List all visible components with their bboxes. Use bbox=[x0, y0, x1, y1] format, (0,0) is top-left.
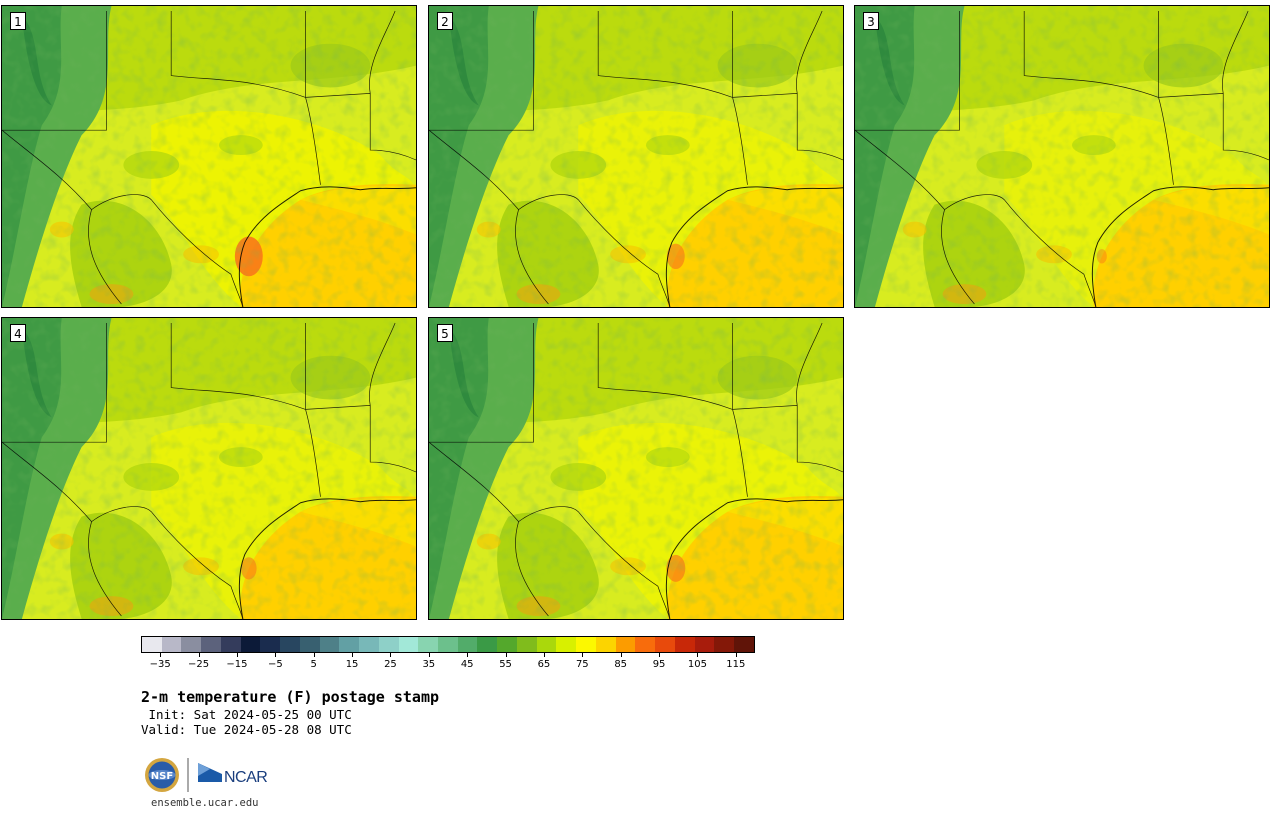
temperature-colorbar bbox=[141, 636, 755, 653]
colorbar-swatch bbox=[319, 637, 340, 652]
member-label: 4 bbox=[10, 324, 26, 342]
colorbar-tick bbox=[428, 653, 430, 657]
colorbar-tick-label: 95 bbox=[652, 659, 666, 670]
colorbar-swatch bbox=[714, 637, 735, 652]
colorbar-swatch bbox=[240, 637, 261, 652]
postage-stamp-map-3: 3 bbox=[854, 5, 1270, 308]
colorbar-tick bbox=[236, 653, 238, 657]
colorbar-tick-label: 55 bbox=[499, 659, 512, 670]
colorbar-tick-label: 105 bbox=[687, 659, 707, 670]
colorbar-tick-label: −25 bbox=[188, 659, 210, 670]
colorbar-tick bbox=[659, 653, 661, 657]
colorbar-swatch bbox=[142, 637, 162, 652]
ncar-logo-icon: NCAR bbox=[198, 763, 268, 786]
colorbar-tick-label: 75 bbox=[575, 659, 589, 670]
colorbar-swatch bbox=[674, 637, 695, 652]
colorbar-swatch bbox=[161, 637, 182, 652]
site-url: ensemble.ucar.edu bbox=[151, 797, 259, 809]
colorbar-swatch bbox=[457, 637, 478, 652]
colorbar-ticks: −35 −25 −15 −5 5 15 25 35 45 55 65 75 85 95 105 115 bbox=[141, 653, 755, 673]
member-label: 1 bbox=[10, 12, 26, 30]
colorbar-swatch bbox=[497, 637, 517, 652]
temperature-map-2 bbox=[429, 6, 843, 307]
colorbar-swatch bbox=[595, 637, 616, 652]
colorbar-swatch bbox=[516, 637, 537, 652]
postage-stamp-map-5: 5 bbox=[428, 317, 844, 620]
ncar-text: NCAR bbox=[224, 769, 267, 786]
colorbar-swatch bbox=[181, 637, 202, 652]
colorbar-tick-label: 15 bbox=[345, 659, 359, 670]
postage-stamp-map-1: 1 bbox=[1, 5, 417, 308]
colorbar-tick bbox=[620, 653, 622, 657]
valid-time: Valid: Tue 2024-05-28 08 UTC bbox=[141, 722, 352, 737]
colorbar-swatch bbox=[438, 637, 458, 652]
colorbar-swatch bbox=[299, 637, 320, 652]
postage-stamp-map-2: 2 bbox=[428, 5, 844, 308]
colorbar-tick bbox=[735, 653, 737, 657]
colorbar-tick-label: 25 bbox=[384, 659, 397, 670]
colorbar-tick-label: 65 bbox=[537, 659, 551, 670]
colorbar-tick-label: −15 bbox=[226, 659, 248, 670]
colorbar-tick-label: 35 bbox=[422, 659, 436, 670]
colorbar-swatch bbox=[398, 637, 419, 652]
colorbar-tick bbox=[467, 653, 469, 657]
member-label: 3 bbox=[863, 12, 879, 30]
temperature-map-1 bbox=[2, 6, 416, 307]
colorbar-swatch bbox=[260, 637, 281, 652]
colorbar-tick bbox=[313, 653, 315, 657]
colorbar-tick-label: 115 bbox=[726, 659, 746, 670]
colorbar-tick bbox=[697, 653, 699, 657]
nsf-logo-icon: NSF bbox=[145, 758, 179, 792]
colorbar-tick bbox=[160, 653, 162, 657]
colorbar-tick bbox=[543, 653, 545, 657]
colorbar-tick-label: 5 bbox=[310, 659, 317, 670]
colorbar-tick-label: −35 bbox=[149, 659, 171, 670]
temperature-map-4 bbox=[2, 318, 416, 619]
colorbar-tick-label: 45 bbox=[460, 659, 474, 670]
colorbar-swatch bbox=[220, 637, 241, 652]
nsf-ncar-logo: NSF NCAR bbox=[144, 756, 284, 796]
colorbar-swatch bbox=[615, 637, 636, 652]
colorbar-tick-label: −5 bbox=[267, 659, 283, 670]
colorbar-tick-label: 85 bbox=[614, 659, 628, 670]
colorbar-swatch bbox=[339, 637, 360, 652]
colorbar-swatch bbox=[280, 637, 300, 652]
nsf-text: NSF bbox=[151, 771, 173, 782]
colorbar-swatch bbox=[378, 637, 399, 652]
logo-graphic: NSF NCAR bbox=[145, 758, 268, 792]
member-label: 2 bbox=[437, 12, 453, 30]
colorbar-tick bbox=[198, 653, 200, 657]
colorbar-swatch bbox=[418, 637, 439, 652]
colorbar-swatch bbox=[635, 637, 656, 652]
colorbar-swatch bbox=[477, 637, 498, 652]
figure-title: 2-m temperature (F) postage stamp bbox=[141, 688, 440, 706]
colorbar-tick bbox=[582, 653, 584, 657]
colorbar-tick bbox=[275, 653, 277, 657]
colorbar-swatch bbox=[536, 637, 557, 652]
colorbar-swatch bbox=[201, 637, 221, 652]
colorbar-swatch bbox=[655, 637, 675, 652]
colorbar-swatch bbox=[694, 637, 715, 652]
init-time: Init: Sat 2024-05-25 00 UTC bbox=[141, 707, 352, 722]
member-label: 5 bbox=[437, 324, 453, 342]
colorbar-tick bbox=[352, 653, 354, 657]
temperature-map-5 bbox=[429, 318, 843, 619]
colorbar-tick bbox=[505, 653, 507, 657]
colorbar-swatch bbox=[359, 637, 379, 652]
colorbar-swatch bbox=[576, 637, 596, 652]
temperature-map-3 bbox=[855, 6, 1269, 307]
colorbar-tick bbox=[390, 653, 392, 657]
postage-stamp-map-4: 4 bbox=[1, 317, 417, 620]
colorbar-swatch bbox=[734, 637, 754, 652]
colorbar-swatch bbox=[556, 637, 577, 652]
